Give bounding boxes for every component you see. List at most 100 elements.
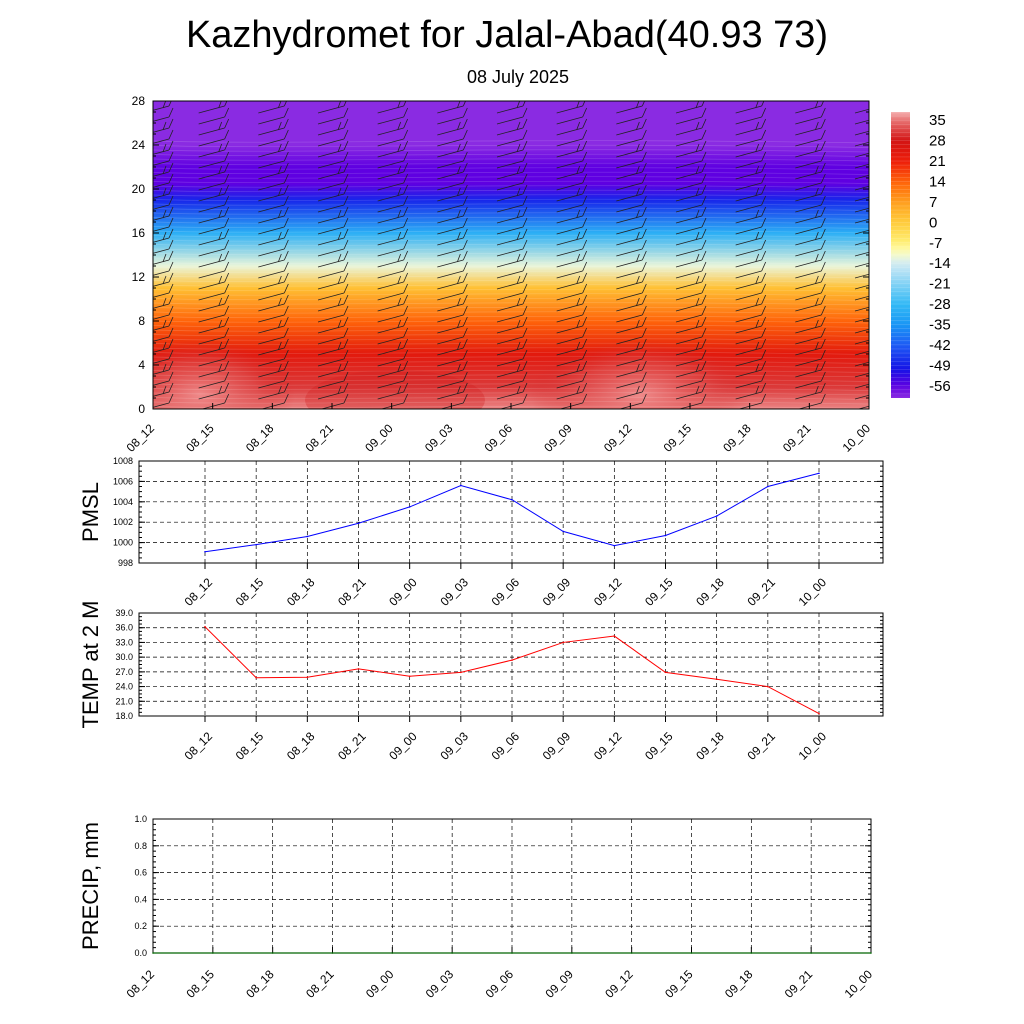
y-tick-label: 998 [118,558,133,568]
wind-barb-shaft [496,105,524,114]
wind-barb-flag [283,305,289,316]
wind-barb-shaft [675,149,703,158]
wind-barb-flag [462,283,468,294]
wind-barb-flag [522,206,528,217]
wind-barb-flag [761,327,767,338]
wind-barb-shaft [317,380,345,389]
page-subtitle: 08 July 2025 [467,67,569,87]
wind-barb-flag [277,363,282,373]
wind-barb-flag [168,239,174,250]
wind-barb-shaft [854,339,869,345]
wind-barb-shaft [616,259,643,268]
contour-line [153,315,869,319]
wind-barb [675,283,707,301]
contour-line [153,338,869,342]
wind-barb-flag [755,385,760,395]
wind-barb-flag [162,297,167,307]
wind-barb-flag [168,129,174,140]
y-tick-label: 1000 [113,538,133,548]
wind-barb-flag [641,382,647,393]
wind-barb-flag [224,294,230,305]
wind-barb-flag [881,317,885,326]
data-point [306,535,309,538]
wind-barb-flag [522,294,528,305]
wind-barb-flag [403,107,409,118]
y-tick-label: 1.0 [134,814,147,824]
wind-barb-shaft [496,127,524,136]
wind-barb-flag [397,275,402,285]
wind-barb-flag [403,140,409,151]
data-point [571,952,573,954]
wind-barb-flag [701,371,707,382]
wind-barb-shaft [377,281,404,290]
wind-barb [616,107,647,125]
wind-barb [258,206,289,224]
wind-barb-flag [218,363,223,373]
wind-barb [556,283,588,301]
contour-line [153,207,869,211]
wind-barb-shaft [317,127,345,136]
wind-barb-flag [283,162,289,173]
wind-barb [735,371,767,389]
warm-core [153,340,295,409]
wind-barb-shaft [854,207,869,213]
wind-barb-flag [635,385,640,395]
wind-barb-flag [218,165,223,175]
wind-barb-shaft [153,116,170,122]
wind-barb-flag [277,187,282,197]
wind-barb-flag [283,184,289,195]
y-tick-label: 1006 [113,476,133,486]
wind-barb [496,327,528,345]
wind-barb [675,349,707,367]
wind-barb-flag [168,261,174,272]
wind-barb [795,305,826,323]
wind-barb-shaft [795,303,822,312]
wind-barb-flag [701,151,707,162]
wind-barb [556,129,588,147]
wind-barb-flag [343,162,349,173]
wind-barb-flag [814,297,819,307]
wind-barb-flag [635,143,640,153]
wind-barb-flag [701,184,707,195]
wind-barb [437,250,468,268]
wind-barb-flag [881,207,885,216]
wind-barb-flag [641,228,647,239]
wind-barb-flag [516,209,521,219]
wind-barb-flag [761,184,767,195]
wind-barb [616,261,647,279]
wind-barb-flag [403,206,409,217]
wind-barb-flag [695,297,700,307]
wind-barb-shaft [317,336,345,345]
wind-barb-flag [403,327,409,338]
wind-barb-flag [343,129,349,140]
wind-barb-flag [403,261,409,272]
wind-barb-flag [761,228,767,239]
wind-barb-shaft [377,226,404,235]
wind-barb-shaft [198,215,225,224]
wind-barb-flag [162,385,167,395]
wind-barb [496,382,528,400]
wind-barb-shaft [675,391,703,400]
wind-barb-shaft [616,105,643,114]
wind-barb [437,294,468,312]
wind-barb-shaft [437,270,464,279]
temp-2m-plot: 18.0 21.0 24.0 27.0 30.0 33.0 36.0 39.0 08_12 08_… [78,601,884,763]
wind-barb-flag [337,187,342,197]
wind-barb-shaft [616,303,643,312]
wind-barb-shaft [258,182,285,191]
wind-barb-flag [582,228,588,239]
wind-barb-shaft [556,215,583,224]
wind-barb-flag [701,327,707,338]
wind-barb-flag [522,162,528,173]
wind-barb-shaft [795,160,822,169]
wind-barb-flag [875,232,878,240]
wind-barb [198,129,230,147]
wind-barb-shaft [198,380,225,389]
wind-barb-shaft [735,127,762,136]
wind-barb-shaft [153,303,170,309]
wind-barb-flag [337,253,342,263]
wind-barb-shaft [556,281,583,290]
wind-barb-flag [582,107,588,118]
colorbar-label: 14 [929,173,946,190]
wind-barb [153,294,174,309]
